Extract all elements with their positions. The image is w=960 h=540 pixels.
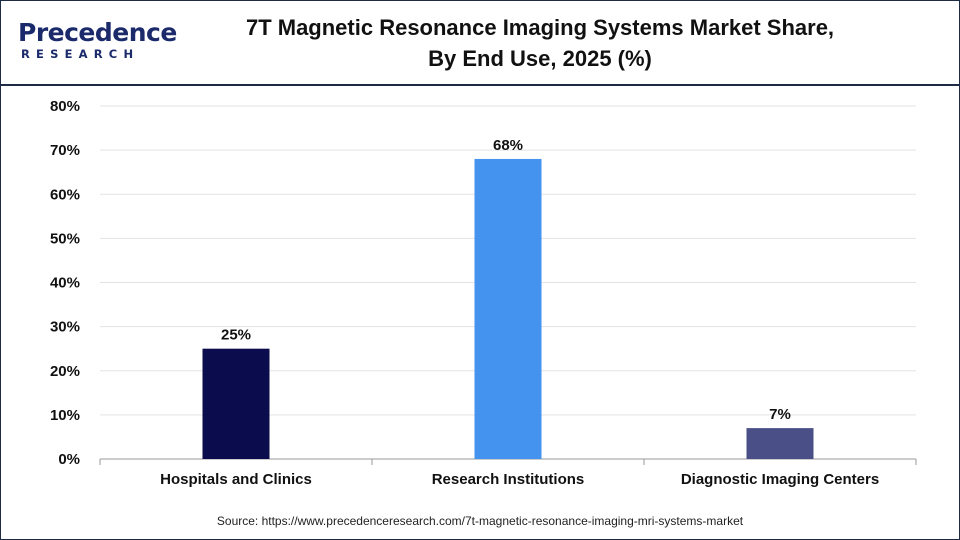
data-label: 25% (221, 327, 251, 344)
y-tick-label: 30% (50, 319, 80, 336)
chart-title-line-1: 7T Magnetic Resonance Imaging Systems Ma… (245, 15, 835, 40)
source-note: Source: https://www.precedenceresearch.c… (216, 514, 744, 528)
y-tick-label: 0% (58, 451, 80, 468)
y-tick-label: 80% (50, 98, 80, 115)
x-tick-label: Diagnostic Imaging Centers (681, 471, 879, 488)
y-tick-label: 20% (50, 363, 80, 380)
y-tick-label: 60% (50, 186, 80, 203)
y-tick-label: 10% (50, 407, 80, 424)
bar (746, 428, 814, 459)
logo-subtitle: RESEARCH (21, 47, 140, 61)
y-tick-label: 50% (50, 230, 80, 247)
data-label: 68% (493, 137, 523, 154)
chart-title-line-2: By End Use, 2025 (%) (428, 46, 652, 71)
header-divider (0, 84, 960, 86)
x-tick-label: Hospitals and Clinics (160, 471, 312, 488)
y-tick-label: 70% (50, 142, 80, 159)
bar (202, 348, 270, 459)
y-tick-label: 40% (50, 275, 80, 292)
precedence-research-logo: Precedence RESEARCH (18, 18, 177, 66)
data-label: 7% (769, 406, 791, 423)
header: Precedence RESEARCH 7T Magnetic Resonanc… (0, 0, 960, 84)
chart-title: 7T Magnetic Resonance Imaging Systems Ma… (200, 12, 880, 74)
x-tick-label: Research Institutions (432, 471, 585, 488)
bar (474, 158, 542, 459)
logo-wordmark: Precedence (18, 18, 177, 47)
bar-chart: 0% 10% 20% 30% 40% 50% 60% 70% 80% 25% Hospitals a… (50, 98, 917, 488)
